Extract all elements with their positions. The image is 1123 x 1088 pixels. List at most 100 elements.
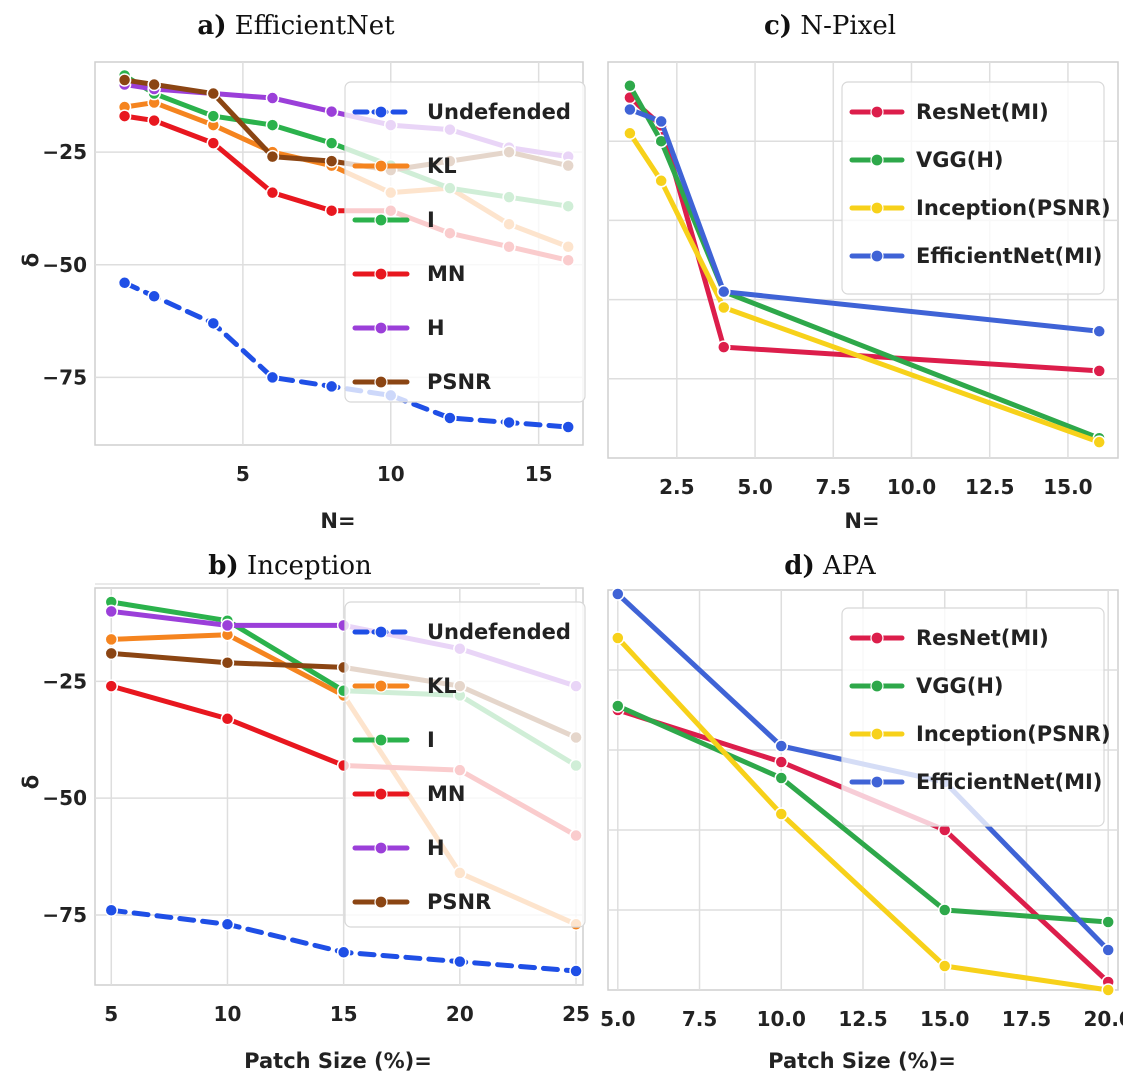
- data-point: [117, 73, 132, 87]
- legend: Undefended KL I MN H PSNR: [344, 601, 586, 928]
- data-point: [265, 149, 280, 164]
- legend-marker: [374, 679, 388, 693]
- data-point: [324, 154, 339, 168]
- x-tick-label: 12.5: [965, 475, 1014, 499]
- data-point: [774, 739, 789, 753]
- data-point: [937, 959, 952, 973]
- legend-marker: [374, 267, 388, 281]
- legend-marker: [374, 625, 388, 639]
- legend-box: [344, 81, 586, 403]
- legend-item: Undefended: [352, 620, 571, 644]
- legend-marker: [870, 679, 884, 693]
- data-point: [611, 699, 625, 713]
- series-line: [615, 635, 1111, 993]
- data-point: [265, 185, 280, 200]
- y-tick-label: −50: [42, 253, 87, 277]
- legend-marker: [870, 153, 884, 167]
- legend-item: H: [352, 316, 445, 340]
- series-inception-psnr-: [623, 126, 1106, 449]
- data-point: [104, 632, 119, 647]
- panel-title-prefix: d): [784, 551, 814, 581]
- data-point: [206, 136, 221, 150]
- legend-label: PSNR: [427, 890, 491, 914]
- panel-title-prefix: b): [208, 551, 238, 581]
- data-point: [220, 917, 235, 932]
- data-point: [1101, 915, 1115, 929]
- panel-title-text: APA: [815, 551, 877, 581]
- x-tick-label: 5.0: [600, 1007, 635, 1031]
- legend-item: MN: [352, 782, 465, 806]
- legend-label: Undefended: [427, 100, 571, 124]
- data-point: [717, 340, 731, 354]
- data-point: [206, 86, 221, 101]
- legend-marker: [374, 895, 388, 909]
- y-tick-label: −75: [42, 365, 87, 389]
- legend-marker: [374, 841, 388, 855]
- x-tick-label: 20.0: [1084, 1007, 1123, 1031]
- data-point: [265, 118, 280, 132]
- data-point: [1092, 435, 1106, 449]
- data-point: [774, 807, 789, 821]
- data-point: [774, 755, 789, 769]
- y-tick-label: −25: [42, 140, 87, 164]
- x-tick-label: 17.5: [1002, 1007, 1051, 1031]
- legend-marker: [870, 631, 884, 645]
- legend-item: VGG(H): [849, 674, 1004, 698]
- panel-title: b) Inception: [208, 551, 372, 581]
- data-point: [717, 284, 731, 299]
- data-point: [104, 604, 119, 619]
- data-point: [220, 655, 235, 670]
- data-point: [220, 618, 235, 633]
- y-tick-label: −25: [42, 669, 87, 693]
- data-point: [561, 420, 575, 434]
- data-point: [623, 79, 637, 93]
- data-point: [324, 203, 339, 218]
- legend-item: PSNR: [352, 370, 491, 394]
- legend-marker: [374, 321, 388, 335]
- data-point: [623, 102, 637, 117]
- legend: Undefended KL I MN H PSNR: [344, 81, 586, 403]
- legend-label: H: [427, 316, 445, 340]
- data-point: [569, 964, 583, 978]
- data-point: [502, 415, 516, 430]
- legend-item: I: [352, 728, 435, 752]
- x-tick-label: 15: [525, 462, 553, 486]
- legend-marker: [374, 105, 388, 119]
- x-tick-label: 20: [446, 1002, 474, 1026]
- legend-label: Inception(PSNR): [916, 722, 1111, 746]
- panel-title-text: N-Pixel: [792, 11, 896, 41]
- y-tick-label: −75: [42, 903, 87, 927]
- data-point: [265, 91, 280, 105]
- panel-title-text: EfficientNet: [227, 11, 396, 41]
- legend-item: EfficientNet(MI): [849, 770, 1102, 794]
- data-point: [147, 77, 161, 92]
- legend-label: VGG(H): [916, 148, 1004, 172]
- data-point: [324, 136, 339, 150]
- data-point: [336, 945, 351, 960]
- x-tick-label: 15.0: [920, 1007, 969, 1031]
- legend: ResNet(MI) VGG(H) Inception(PSNR) Efficient…: [841, 81, 1111, 295]
- panel-title: d) APA: [784, 551, 877, 581]
- x-tick-label: 7.5: [682, 1007, 717, 1031]
- data-point: [117, 109, 132, 123]
- legend-label: PSNR: [427, 370, 491, 394]
- series-inception-psnr-: [611, 631, 1115, 997]
- data-point: [453, 954, 467, 969]
- legend-item: Inception(PSNR): [849, 196, 1111, 220]
- data-point: [1092, 364, 1106, 378]
- legend-marker: [374, 733, 388, 747]
- series-line: [615, 703, 1111, 925]
- panel-c: 2.5 5.0 7.5 10.0 12.5 15.0 c) N-Pixel N= ResNet(…: [607, 11, 1119, 533]
- x-tick-label: 10: [377, 462, 405, 486]
- panel-title: a) EfficientNet: [197, 11, 395, 41]
- data-point: [623, 126, 637, 141]
- panel-a: 5 10 15 −25 −50 −75 a) EfficientNet N= δ Undefend…: [19, 11, 586, 533]
- panel-d: 5.0 7.5 10.0 12.5 15.0 17.5 20.0 d) APA Patch Si…: [600, 551, 1123, 1073]
- x-tick-label: 15: [330, 1002, 358, 1026]
- legend-label: H: [427, 836, 445, 860]
- data-point: [1092, 324, 1106, 339]
- legend-label: Undefended: [427, 620, 571, 644]
- legend-item: PSNR: [352, 890, 491, 914]
- legend-label: ResNet(MI): [916, 626, 1049, 650]
